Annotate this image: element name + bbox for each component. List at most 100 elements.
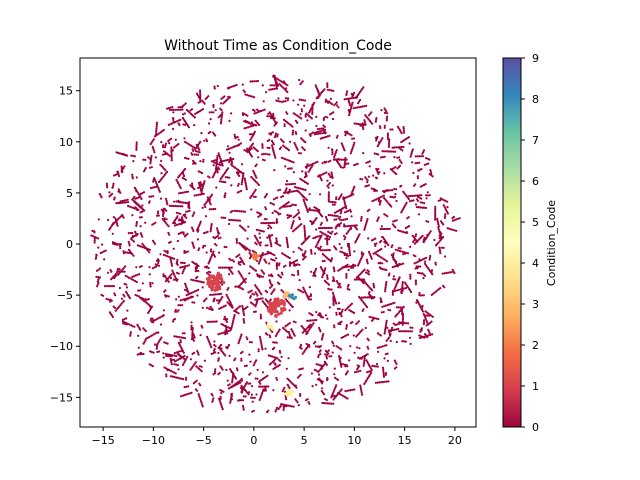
scatter-point [403, 321, 406, 325]
scatter-point [182, 378, 185, 381]
scatter-point [225, 246, 228, 249]
scatter-point [219, 397, 222, 400]
scatter-point [323, 128, 327, 131]
scatter-point [103, 258, 106, 261]
scatter-point [162, 253, 165, 256]
scatter-point [367, 161, 370, 164]
scatter-point [332, 303, 335, 306]
scatter-point [184, 102, 187, 105]
scatter-point [166, 353, 169, 356]
scatter-point [314, 252, 317, 255]
scatter-point [324, 100, 327, 103]
scatter-point [361, 309, 364, 312]
scatter-point [334, 152, 337, 155]
scatter-point [401, 286, 404, 289]
scatter-point [228, 151, 231, 154]
scatter-point [347, 100, 350, 103]
scatter-point [211, 253, 214, 257]
scatter-point [355, 228, 359, 231]
scatter-point [152, 351, 155, 354]
scatter-point [155, 214, 159, 217]
scatter-point [250, 289, 253, 292]
scatter-point [135, 222, 138, 225]
scatter-point [270, 226, 273, 229]
scatter-point [277, 358, 280, 361]
scatter-point [173, 224, 177, 227]
scatter-point [208, 340, 211, 344]
scatter-point [169, 357, 172, 360]
scatter-point [401, 149, 404, 152]
scatter-point [157, 317, 160, 320]
scatter-point [175, 200, 178, 203]
scatter-point [171, 106, 174, 109]
scatter-point [302, 99, 305, 102]
scatter-point [147, 156, 150, 159]
scatter-point [233, 375, 237, 379]
scatter-point [216, 234, 219, 238]
scatter-point [197, 225, 200, 228]
scatter-point [258, 290, 261, 293]
scatter-point [213, 85, 216, 88]
scatter-point [329, 260, 333, 263]
scatter-point [453, 219, 456, 222]
scatter-point [178, 123, 181, 127]
scatter-point [187, 385, 190, 388]
scatter-point [254, 298, 257, 301]
scatter-point [97, 278, 100, 281]
scatter-point [401, 310, 404, 314]
scatter-point [272, 389, 275, 392]
scatter-point [259, 229, 262, 232]
scatter-point [235, 367, 239, 370]
scatter-point [343, 225, 346, 228]
scatter-point [293, 264, 296, 267]
scatter-point [366, 179, 369, 182]
scatter-point [244, 281, 247, 284]
scatter-point [320, 316, 323, 319]
scatter-point [308, 286, 311, 289]
scatter-point [144, 299, 147, 302]
scatter-point [190, 326, 193, 329]
scatter-point [209, 257, 212, 260]
scatter-point [270, 245, 273, 248]
scatter-point [184, 282, 187, 285]
scatter-point [216, 169, 219, 172]
scatter-point [383, 330, 386, 333]
scatter-point [125, 286, 129, 289]
scatter-point [125, 283, 128, 286]
scatter-point [261, 143, 264, 146]
scatter-point [306, 210, 309, 213]
scatter-point [207, 262, 210, 265]
scatter-point [221, 295, 224, 299]
scatter-point [438, 230, 441, 233]
scatter-point [300, 290, 303, 293]
scatter-point [306, 332, 309, 335]
scatter-point [399, 306, 402, 309]
scatter-point [275, 378, 279, 381]
scatter-point [319, 137, 322, 140]
scatter-point [268, 88, 271, 91]
scatter-point [416, 161, 419, 165]
scatter-point [172, 222, 175, 225]
scatter-point [393, 288, 396, 291]
scatter-point [203, 139, 206, 142]
scatter-point [391, 244, 394, 247]
scatter-point [139, 225, 142, 228]
scatter-point [193, 351, 196, 354]
scatter-point [180, 356, 183, 359]
scatter-point [218, 300, 221, 303]
scatter-point [148, 273, 151, 276]
scatter-point [418, 291, 421, 295]
scatter-point [430, 269, 434, 272]
scatter-point [412, 171, 415, 175]
scatter-point [438, 246, 441, 249]
scatter-point [167, 231, 170, 235]
scatter-point [150, 305, 154, 308]
scatter-point [247, 393, 250, 396]
scatter-point [383, 227, 386, 231]
scatter-point [93, 231, 96, 234]
scatter-point [158, 264, 161, 267]
scatter-point [365, 161, 368, 164]
scatter-point [220, 343, 223, 347]
scatter-point [135, 141, 138, 144]
scatter-point [371, 289, 374, 292]
